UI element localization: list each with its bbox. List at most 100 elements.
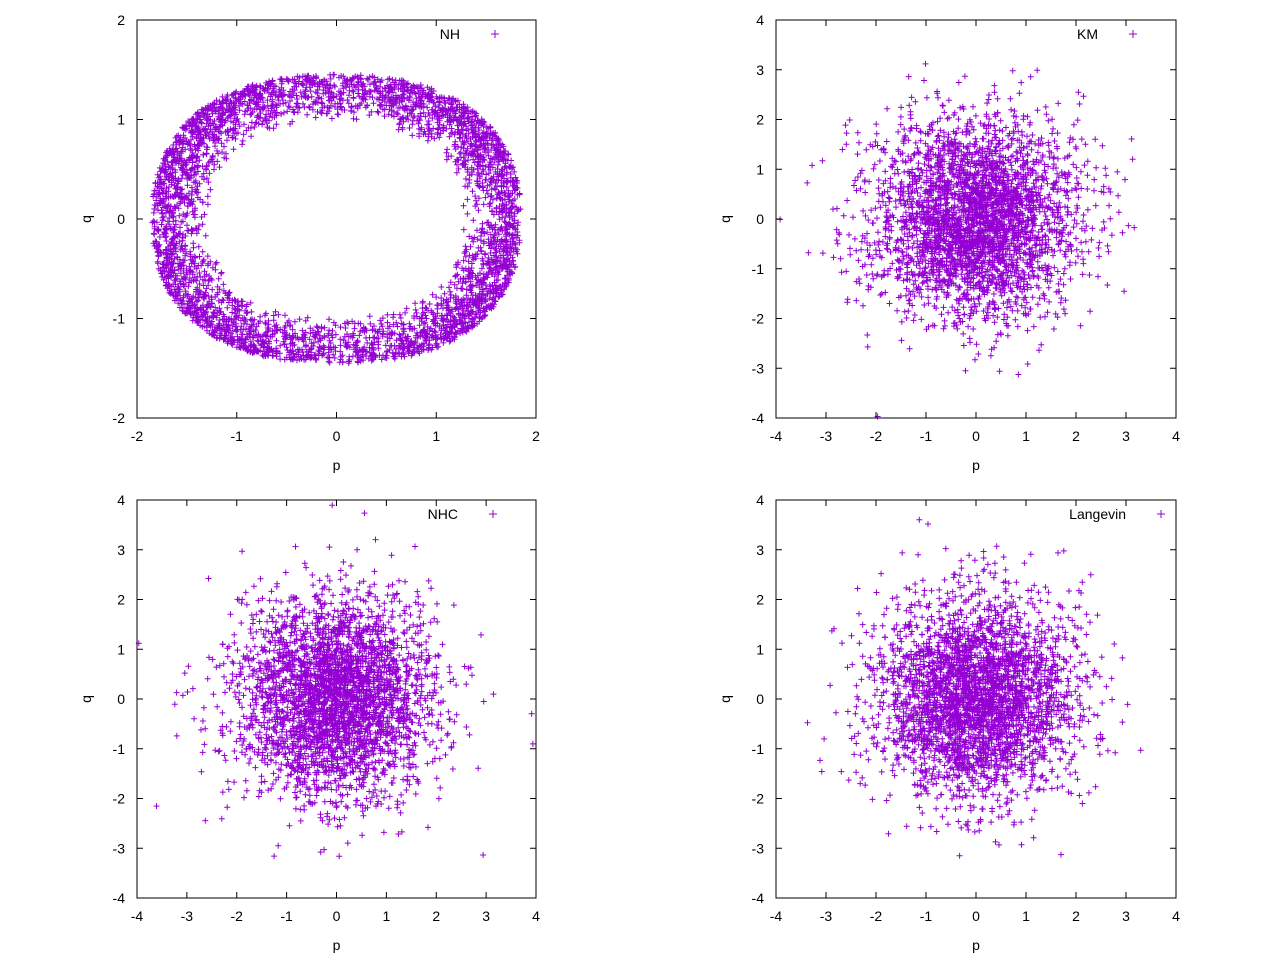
data-point: [475, 207, 482, 214]
data-point: [326, 316, 332, 323]
data-point: [443, 156, 450, 163]
data-point: [254, 114, 260, 121]
data-point: [205, 179, 212, 186]
data-point: [858, 246, 865, 253]
data-point: [177, 224, 183, 231]
data-point: [857, 170, 864, 177]
data-point: [970, 326, 977, 332]
data-point: [1060, 270, 1067, 277]
data-point: [1070, 121, 1077, 128]
data-point: [299, 327, 306, 334]
x-tick-label: -1: [231, 428, 244, 444]
data-point: [834, 240, 841, 247]
data-point: [412, 306, 419, 313]
data-point: [188, 147, 195, 154]
data-point: [903, 315, 910, 321]
data-point: [838, 269, 845, 276]
data-point: [903, 292, 909, 299]
legend-marker: [491, 30, 499, 38]
data-point: [873, 121, 880, 128]
data-point: [1092, 202, 1099, 209]
data-point: [190, 240, 197, 247]
data-point: [240, 131, 247, 138]
data-point: [336, 359, 343, 366]
data-point: [877, 204, 884, 211]
data-point: [296, 316, 303, 323]
data-point: [248, 308, 255, 315]
data-point: [384, 311, 391, 318]
data-point: [464, 210, 471, 217]
data-point: [1125, 222, 1132, 229]
data-point: [935, 94, 941, 101]
data-point: [1043, 175, 1050, 182]
data-point: [396, 331, 403, 338]
data-point: [1028, 146, 1035, 153]
data-point: [989, 137, 996, 144]
data-point: [1008, 162, 1015, 169]
data-point: [350, 115, 357, 122]
data-point: [318, 110, 325, 117]
data-point: [956, 283, 963, 290]
data-point: [940, 325, 947, 332]
data-point: [325, 358, 332, 365]
data-point: [965, 323, 972, 330]
data-point: [879, 239, 886, 245]
data-point: [909, 245, 916, 251]
data-point: [329, 327, 336, 334]
data-point: [1009, 67, 1016, 74]
data-point: [483, 124, 490, 131]
data-point: [1115, 209, 1122, 216]
data-point: [864, 332, 871, 338]
data-point: [462, 175, 469, 182]
x-tick-label: 2: [532, 428, 540, 444]
data-point: [460, 226, 467, 233]
data-point: [176, 212, 183, 219]
data-point: [257, 313, 264, 320]
data-point: [993, 134, 1000, 141]
data-point: [1027, 73, 1034, 80]
data-point: [396, 120, 403, 127]
data-point: [331, 71, 338, 78]
data-point: [908, 94, 915, 101]
data-point: [1107, 215, 1114, 222]
data-point: [204, 193, 211, 200]
data-point: [875, 177, 882, 183]
data-point: [999, 128, 1006, 134]
data-point: [893, 204, 899, 211]
data-point: [300, 100, 306, 107]
data-point: [393, 110, 400, 117]
data-point: [1070, 161, 1077, 168]
data-point: [307, 88, 314, 95]
data-point: [371, 323, 377, 330]
data-point: [429, 291, 436, 298]
data-point: [184, 222, 190, 229]
data-point: [1054, 268, 1061, 275]
y-tick-label: -1: [113, 311, 126, 327]
data-point: [819, 157, 826, 164]
data-point: [1003, 124, 1009, 131]
data-point: [482, 194, 489, 201]
data-point: [508, 157, 515, 164]
data-point: [1029, 294, 1036, 301]
data-point: [224, 137, 230, 144]
data-point: [291, 318, 298, 325]
data-point: [960, 342, 967, 349]
data-point: [462, 243, 469, 250]
x-tick-label: 1: [432, 428, 440, 444]
data-point: [1050, 326, 1057, 332]
data-point: [150, 209, 157, 216]
data-point: [1036, 347, 1042, 354]
data-point: [370, 334, 377, 341]
data-point: [273, 337, 280, 344]
data-point: [441, 290, 448, 297]
data-point: [941, 109, 948, 116]
data-points: [149, 71, 524, 367]
data-point: [273, 353, 280, 360]
data-point: [378, 101, 385, 108]
data-point: [364, 75, 370, 82]
data-point: [207, 186, 214, 193]
data-point: [218, 269, 225, 276]
data-point: [306, 104, 313, 111]
data-point: [1080, 212, 1087, 218]
data-point: [1011, 108, 1018, 114]
